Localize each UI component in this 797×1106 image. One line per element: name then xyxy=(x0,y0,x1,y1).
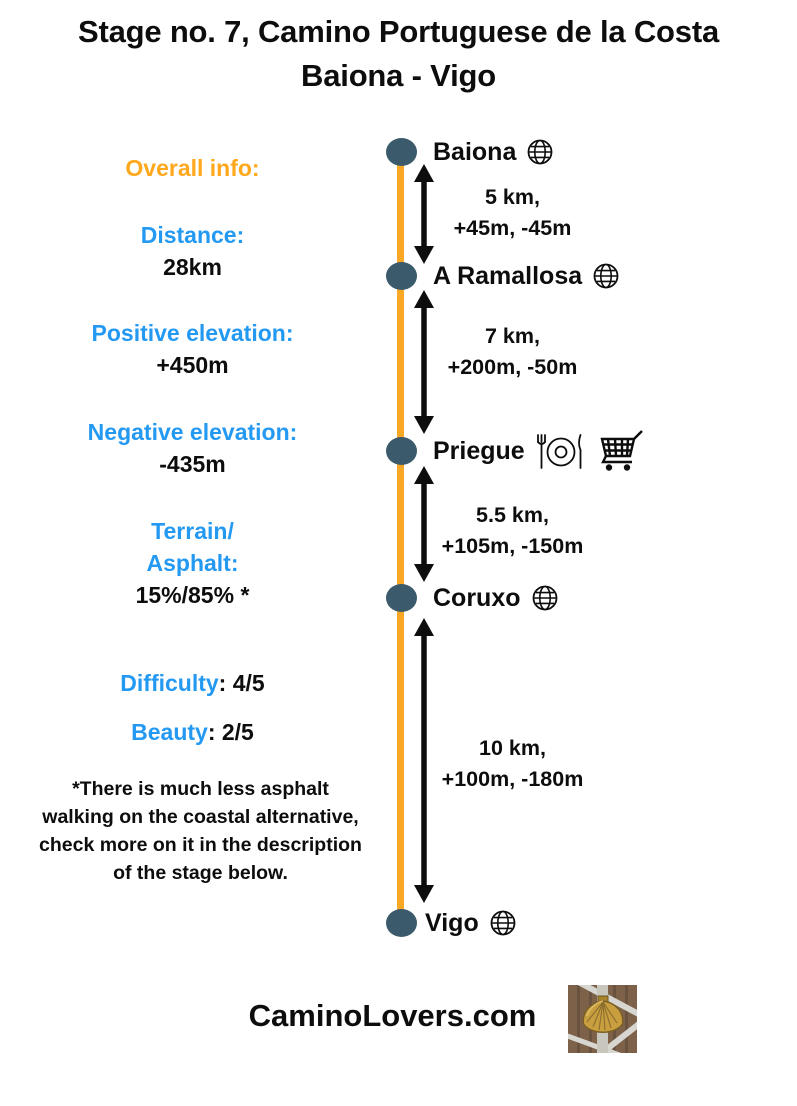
beauty-label: Beauty xyxy=(131,719,208,745)
segment-arrow-4 xyxy=(414,618,434,903)
station-row-priegue: Priegue xyxy=(433,430,645,471)
segment-arrow-1 xyxy=(414,164,434,264)
brand-text: CaminoLovers.com xyxy=(248,998,537,1033)
asphalt-note-line1: *There is much less asphalt xyxy=(72,778,329,800)
asphalt-note-line4: of the stage below. xyxy=(113,862,288,884)
terrain-label-line1: Terrain/ xyxy=(151,518,234,544)
timeline-node-baiona xyxy=(386,138,417,166)
segment-4-elevation: +100m, -180m xyxy=(441,767,584,791)
beauty-value: : 2/5 xyxy=(207,719,254,745)
beauty-row: Beauty: 2/5 xyxy=(0,719,385,746)
station-row-baiona: Baiona xyxy=(433,134,554,170)
station-name: Priegue xyxy=(433,436,525,465)
page-title-line1: Stage no. 7, Camino Portuguese de la Cos… xyxy=(77,14,719,49)
difficulty-label: Difficulty xyxy=(120,670,219,696)
station-name: Vigo xyxy=(425,908,479,937)
segment-1-elevation: +45m, -45m xyxy=(453,216,572,240)
segment-label-4: 10 km, +100m, -180m xyxy=(415,733,610,795)
station-row-ramallosa: A Ramallosa xyxy=(433,258,620,294)
segment-3-distance: 5.5 km, xyxy=(476,503,549,527)
difficulty-row: Difficulty: 4/5 xyxy=(0,670,385,697)
segment-label-2: 7 km, +200m, -50m xyxy=(415,321,610,383)
segment-2-distance: 7 km, xyxy=(485,324,540,348)
terrain-value: 15%/85% * xyxy=(135,582,250,608)
segment-4-distance: 10 km, xyxy=(479,736,546,760)
segment-1-distance: 5 km, xyxy=(485,185,540,209)
page-title-line2: Baiona - Vigo xyxy=(301,58,496,93)
globe-icon xyxy=(527,139,553,165)
station-row-coruxo: Coruxo xyxy=(433,580,559,616)
segment-label-1: 5 km, +45m, -45m xyxy=(415,182,610,244)
distance-label: Distance: xyxy=(140,222,245,248)
globe-icon xyxy=(532,585,557,611)
station-row-vigo: Vigo xyxy=(425,905,517,941)
asphalt-note-line3: check more on it in the description xyxy=(39,834,362,856)
terrain-label-line2: Asphalt: xyxy=(146,550,239,576)
timeline-node-vigo xyxy=(386,909,417,937)
asphalt-note-line2: walking on the coastal alternative, xyxy=(42,806,359,828)
distance-value: 28km xyxy=(163,254,222,280)
station-name: Baiona xyxy=(433,137,517,166)
segment-arrow-3 xyxy=(414,466,434,582)
segment-label-3: 5.5 km, +105m, -150m xyxy=(415,500,610,562)
positive-elevation-value: +450m xyxy=(156,352,229,378)
negative-elevation-value: -435m xyxy=(159,451,226,477)
station-name: A Ramallosa xyxy=(433,261,583,290)
segment-arrow-2 xyxy=(414,290,434,434)
timeline-node-priegue xyxy=(386,437,417,465)
restaurant-icon xyxy=(536,434,582,469)
scallop-shell-icon xyxy=(582,995,624,1033)
difficulty-value: : 4/5 xyxy=(218,670,265,696)
globe-icon xyxy=(490,910,516,936)
negative-elevation-label: Negative elevation: xyxy=(87,419,298,445)
globe-icon xyxy=(593,263,619,289)
station-name: Coruxo xyxy=(433,583,521,612)
positive-elevation-label: Positive elevation: xyxy=(91,320,294,346)
overall-info-heading: Overall info: xyxy=(125,155,260,181)
route-line xyxy=(397,150,404,923)
segment-3-elevation: +105m, -150m xyxy=(441,534,584,558)
timeline-node-coruxo xyxy=(386,584,417,612)
timeline-node-ramallosa xyxy=(386,262,417,290)
segment-2-elevation: +200m, -50m xyxy=(447,355,578,379)
scallop-shell-photo xyxy=(568,985,637,1053)
cart-icon xyxy=(600,430,643,471)
